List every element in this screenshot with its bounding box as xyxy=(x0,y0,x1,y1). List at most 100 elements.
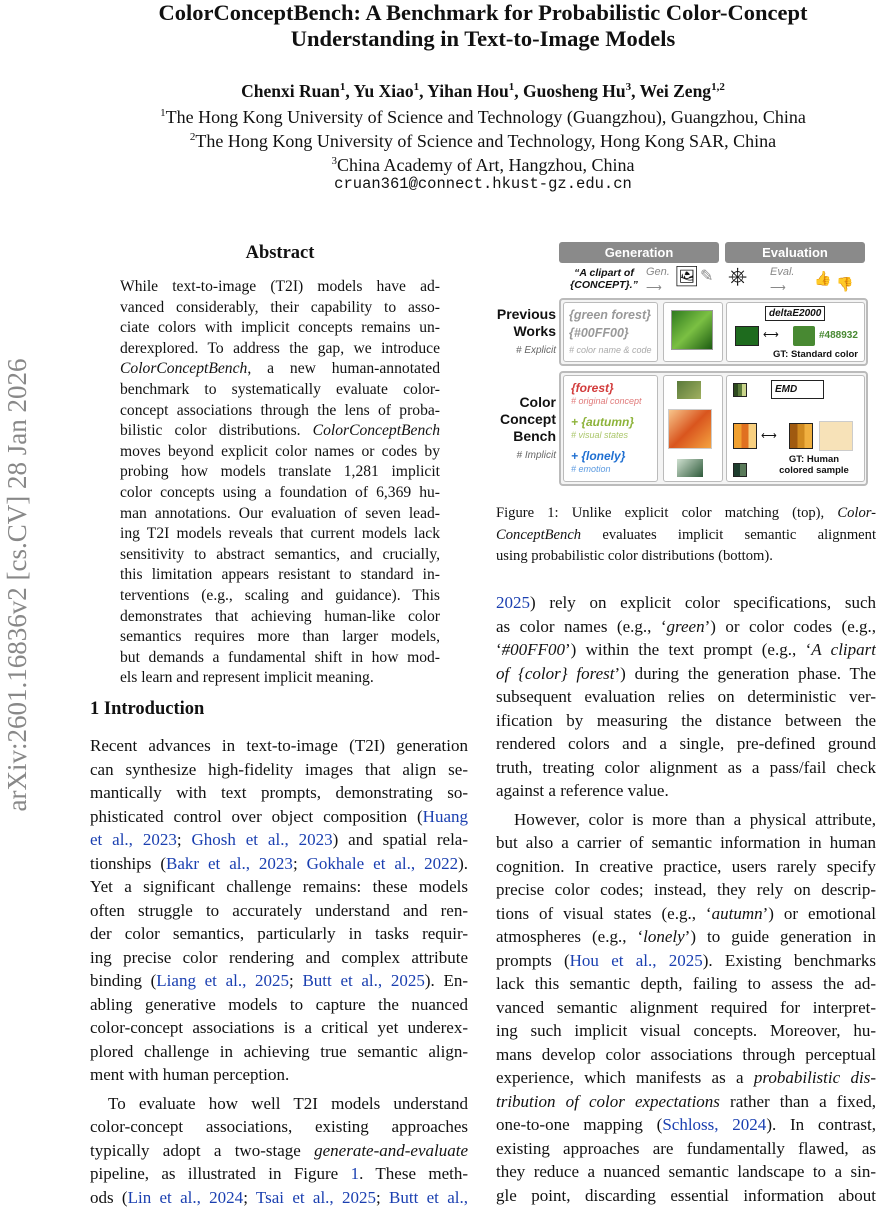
text-line: often struggle to accurately understand … xyxy=(90,899,468,923)
text-line: cognition. In creative practice, users r… xyxy=(496,855,876,879)
text-segment: man annotations. Our evaluation of seven… xyxy=(120,505,440,522)
text-segment: ’) during the generation phase. The xyxy=(614,664,876,683)
text-line: der color semantics, particularly in tas… xyxy=(90,922,468,946)
text-line: lack this semantic depth, failing to ass… xyxy=(496,972,876,996)
author-affiliation-mark: 1,2 xyxy=(711,81,725,93)
text-segment: against a reference value. xyxy=(496,781,669,800)
text-segment: ’) or emotional xyxy=(763,904,876,923)
text-line: ColorConceptBench, a new human-annotated xyxy=(120,359,440,380)
text-line: truth, treating color alignment as a pas… xyxy=(496,756,876,780)
emphasis-text: of {color} forest xyxy=(496,664,614,683)
text-segment: sensitivity to abstract semantics, and c… xyxy=(120,546,440,563)
author-name: Yihan Hou xyxy=(427,81,509,101)
text-segment: ; xyxy=(289,971,302,990)
emphasis-text: A clipart xyxy=(811,640,876,659)
text-segment: der color semantics, particularly in tas… xyxy=(90,924,468,943)
text-segment: However, color is more than a physical a… xyxy=(514,810,876,829)
figure-1: Generation Evaluation “A clipart of {CON… xyxy=(496,238,876,490)
text-line: ing T2I models reveals that current mode… xyxy=(120,524,440,545)
author-name: Chenxi Ruan xyxy=(241,81,340,101)
text-line: typically adopt a two-stage generate-and… xyxy=(90,1139,468,1163)
citation-link[interactable]: Butt et al., 2025 xyxy=(302,971,424,990)
text-segment: ) rely on explicit color specifications,… xyxy=(530,593,876,612)
citation-link[interactable]: Schloss, 2024 xyxy=(662,1115,766,1134)
author-affiliation-mark: 3 xyxy=(626,81,632,93)
emphasis-text: ColorConceptBench xyxy=(120,360,247,377)
lonely-forest-thumbnail xyxy=(677,459,703,477)
text-line: tionships (Bakr et al., 2023; Gokhale et… xyxy=(90,852,468,876)
emotion-note: # emotion xyxy=(571,464,611,475)
text-segment: , a new human-annotated xyxy=(247,360,440,377)
previous-works-label: Previous Works# Explicit xyxy=(496,306,556,359)
text-line: mantically with text prompts, demonstrat… xyxy=(90,781,468,805)
text-segment: prompts ( xyxy=(496,951,570,970)
text-line: ing such implicit visual concepts. Moreo… xyxy=(496,1019,876,1043)
citation-link[interactable]: Tsai et al., 2025 xyxy=(256,1188,376,1207)
section-heading-introduction: 1 Introduction xyxy=(90,699,204,720)
gt-human-label: GT: Human colored sample xyxy=(779,454,849,476)
text-segment: often struggle to accurately understand … xyxy=(90,901,468,920)
concept-forest: {forest} xyxy=(571,381,614,395)
text-line: benchmark to systematically evaluate col… xyxy=(120,380,440,401)
autumn-forest-image xyxy=(668,409,712,449)
text-line: To evaluate how well T2I models understa… xyxy=(90,1092,468,1116)
text-segment: vanced considerably, their capability to… xyxy=(120,299,440,316)
emphasis-text: probabilistic dis- xyxy=(754,1068,876,1087)
emphasis-text: generate-and-evaluate xyxy=(314,1141,468,1160)
text-segment: color-concept associations is a critical… xyxy=(90,1018,468,1037)
text-line: ment with human perception. xyxy=(90,1063,468,1087)
text-line: one-to-one mapping (Schloss, 2024). In c… xyxy=(496,1113,876,1137)
citation-link[interactable]: Huang xyxy=(423,807,468,826)
citation-link[interactable]: Liang et al., 2025 xyxy=(156,971,289,990)
text-segment: evaluates implicit semantic alignment xyxy=(581,527,876,543)
paper-title: ColorConceptBench: A Benchmark for Proba… xyxy=(60,0,876,52)
text-segment: as color names (e.g., ‘ xyxy=(496,617,667,636)
text-segment: ing such implicit visual concepts. Moreo… xyxy=(496,1021,876,1040)
text-line: demonstrates that achieving human-like c… xyxy=(120,607,440,628)
arxiv-identifier[interactable]: arXiv:2601.16836v2 [cs.CV] 28 Jan 2026 xyxy=(2,285,33,885)
thumbs-up-icon: 👍 xyxy=(814,270,831,286)
text-segment: but demands a fundamental shift in how m… xyxy=(120,649,440,666)
images-icon: 🖼 xyxy=(674,266,699,288)
text-segment: precise color codes; instead, they rely … xyxy=(496,880,876,899)
text-segment: abling generative models to capture the … xyxy=(90,995,468,1014)
gt-standard-label: GT: Standard color xyxy=(773,349,858,360)
text-line: ods (Lin et al., 2024; Tsai et al., 2025… xyxy=(90,1186,468,1209)
text-segment: Figure 1: Unlike explicit color matching… xyxy=(496,505,837,521)
text-line: rendered colors and a single, pre-define… xyxy=(496,732,876,756)
text-line: abling generative models to capture the … xyxy=(90,993,468,1017)
text-segment: ing T2I models reveals that current mode… xyxy=(120,525,440,542)
evaluation-header: Evaluation xyxy=(725,242,865,263)
text-segment: mantically with text prompts, demonstrat… xyxy=(90,783,468,802)
histogram-autumn xyxy=(733,423,757,449)
emphasis-text: ColorConceptBench xyxy=(313,422,440,439)
text-segment: rather than a fixed, xyxy=(720,1092,876,1111)
text-segment: bilistic color distributions. xyxy=(120,422,313,439)
arrow-icon: ⟶ xyxy=(646,282,662,295)
text-segment: but also a carrier of semantic informati… xyxy=(496,833,876,852)
text-line: using probabilistic color distributions … xyxy=(496,546,876,568)
contact-email[interactable]: cruan361@connect.hkust-gz.edu.cn xyxy=(60,175,876,193)
text-line: moves beyond explicit color names or cod… xyxy=(120,442,440,463)
citation-link[interactable]: Ghosh et al., 2023 xyxy=(191,830,332,849)
citation-link[interactable]: et al., 2023 xyxy=(90,830,177,849)
citation-link[interactable]: Gokhale et al., 2022 xyxy=(307,854,458,873)
text-segment: ; xyxy=(376,1188,389,1207)
citation-link[interactable]: Bakr et al., 2023 xyxy=(166,854,293,873)
text-line: phisticated control over object composit… xyxy=(90,805,468,829)
text-line: However, color is more than a physical a… xyxy=(496,808,876,832)
citation-link[interactable]: Butt et al., xyxy=(389,1188,468,1207)
citation-link[interactable]: 2025 xyxy=(496,593,530,612)
text-line: semantics requires more than larger mode… xyxy=(120,627,440,648)
text-segment: can synthesize high-fidelity images that… xyxy=(90,760,468,779)
eyedropper-icon: ✎ xyxy=(700,268,713,286)
citation-link[interactable]: Lin et al., 2024 xyxy=(128,1188,244,1207)
citation-link[interactable]: Hou et al., 2025 xyxy=(570,951,703,970)
text-segment: ). xyxy=(458,854,468,873)
text-segment: mans develop color associations through … xyxy=(496,1045,876,1064)
text-segment: subsequent evaluation relies on determin… xyxy=(496,687,876,706)
text-segment: binding ( xyxy=(90,971,156,990)
citation-link[interactable]: 1 xyxy=(351,1164,360,1183)
eval-arrow-label: Eval. xyxy=(770,266,794,279)
text-line: man annotations. Our evaluation of seven… xyxy=(120,504,440,525)
